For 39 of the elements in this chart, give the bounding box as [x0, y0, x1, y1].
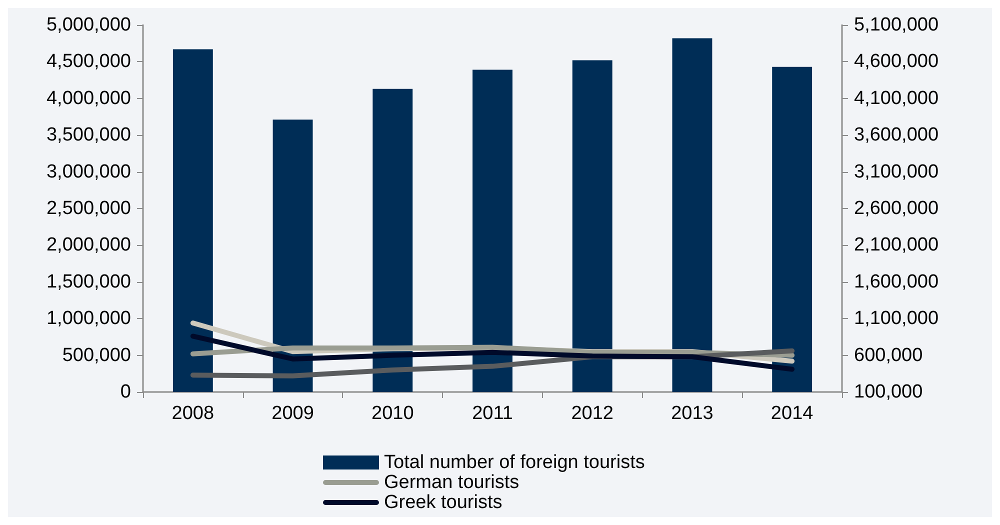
y2-tick-label: 100,000 [854, 382, 923, 402]
y-tick-label: 0 [120, 382, 131, 402]
y2-tick-label: 4,600,000 [854, 51, 939, 72]
y-tick-label: 2,000,000 [46, 234, 131, 256]
x-tick-label: 2014 [770, 403, 814, 424]
bar [472, 70, 512, 392]
y-tick-label: 1,500,000 [46, 271, 131, 292]
bar [372, 88, 413, 392]
y-tick-label: 4,500,000 [46, 51, 131, 72]
bar [172, 49, 213, 392]
bar [272, 120, 313, 392]
x-tick-label: 2013 [671, 403, 714, 424]
y2-tick-label: 4,100,000 [854, 88, 939, 109]
bar [672, 38, 712, 392]
y2-tick-label: 1,100,000 [854, 308, 939, 330]
y-tick-label: 5,000,000 [46, 14, 131, 36]
y-tick-label: 4,000,000 [46, 88, 131, 109]
bar [772, 66, 812, 392]
bar [572, 60, 612, 392]
y2-tick-label: 1,600,000 [854, 271, 939, 292]
y-tick-label: 1,000,000 [46, 308, 131, 330]
legend-label: Greek tourists [384, 492, 502, 513]
x-tick-label: 2011 [472, 403, 513, 424]
x-tick-label: 2008 [172, 403, 214, 424]
y2-tick-label: 3,600,000 [854, 124, 939, 146]
y2-tick-label: 600,000 [854, 344, 923, 366]
legend-label: German tourists [384, 472, 520, 493]
y-tick-label: 2,500,000 [46, 198, 131, 219]
x-tick-label: 2012 [571, 403, 614, 424]
y2-tick-label: 3,100,000 [854, 161, 939, 182]
y2-tick-label: 5,100,000 [854, 14, 939, 36]
y-tick-label: 3,000,000 [46, 161, 131, 182]
x-tick-label: 2009 [272, 403, 314, 424]
y2-tick-label: 2,600,000 [854, 198, 939, 219]
y2-tick-label: 2,100,000 [854, 234, 939, 256]
legend-label: Total number of foreign tourists [384, 452, 645, 473]
y-tick-label: 3,500,000 [46, 124, 131, 146]
x-tick-label: 2010 [372, 403, 414, 424]
y-tick-label: 500,000 [62, 344, 131, 366]
